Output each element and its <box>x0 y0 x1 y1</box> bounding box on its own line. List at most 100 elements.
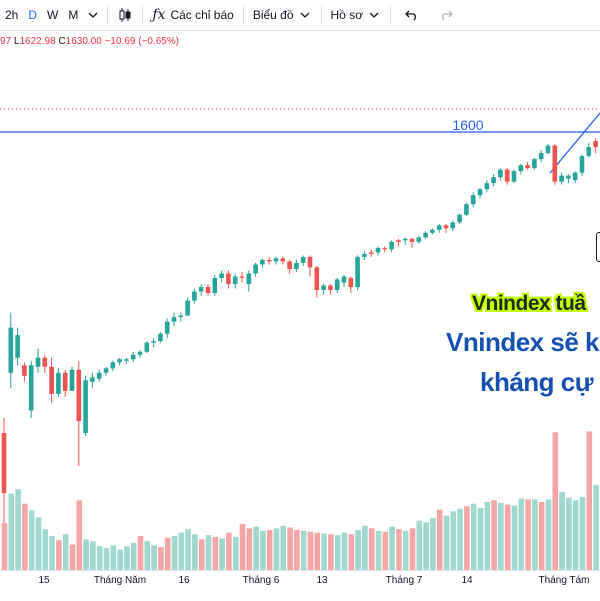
ohlc-change: −10.69 (−0.65%) <box>104 36 180 47</box>
volume-bar <box>232 536 239 570</box>
volume-bar <box>178 532 185 570</box>
candle <box>491 174 496 187</box>
volume-bar <box>314 532 321 570</box>
volume-bar <box>484 502 491 570</box>
time-axis[interactable]: 15 Tháng Năm 16 Tháng 6 13 Tháng 7 14 Th… <box>0 570 600 601</box>
annotation-line-3: kháng cự t <box>480 367 600 397</box>
candle <box>328 284 333 295</box>
interval-w[interactable]: W <box>47 8 59 22</box>
interval-dropdown[interactable] <box>83 0 103 30</box>
volume-bar <box>300 530 307 570</box>
volume-bar <box>382 531 389 570</box>
resistance-label: 1600 <box>452 117 483 133</box>
volume-bar <box>253 526 259 570</box>
volume-bar <box>96 546 103 570</box>
volume-bar <box>212 536 219 570</box>
ohlc-legend: 97 L1622.98 C1630.00 −10.69 (−0.65%) <box>0 36 179 47</box>
candle <box>96 369 102 382</box>
candle <box>382 246 388 253</box>
trend-line[interactable] <box>549 112 600 174</box>
volume-bar <box>56 540 62 570</box>
price-chart[interactable]: 1600 <box>0 31 600 570</box>
volume-bar <box>15 489 21 570</box>
volume-bar <box>171 536 178 570</box>
volume-bar <box>430 518 436 570</box>
x-tick: 16 <box>178 575 190 586</box>
chart-type-button[interactable]: Biểu đồ <box>248 0 317 30</box>
volume-bar <box>504 504 511 570</box>
candle <box>266 256 272 265</box>
volume-bar <box>545 499 552 570</box>
candle <box>477 187 483 199</box>
candle <box>593 138 598 154</box>
chevron-down-icon <box>369 12 379 18</box>
x-tick: Tháng Năm <box>93 575 147 586</box>
candle <box>504 168 510 185</box>
volume-bar <box>110 545 117 570</box>
chart-style-button[interactable] <box>112 0 138 30</box>
candle <box>280 256 286 265</box>
candle <box>498 168 503 181</box>
volume-bar <box>103 547 110 570</box>
candle <box>226 270 231 289</box>
candle <box>538 150 544 163</box>
candle <box>246 270 252 292</box>
volume-bar <box>280 525 287 570</box>
drawing-handle[interactable] <box>596 232 600 262</box>
candle <box>552 144 558 185</box>
volume-bar <box>226 532 232 570</box>
candle <box>192 288 197 304</box>
profile-button[interactable]: Hồ sơ <box>326 0 387 30</box>
candle <box>42 354 48 373</box>
volume-bar <box>22 503 28 570</box>
interval-m[interactable]: M <box>68 8 79 22</box>
candle <box>518 163 524 175</box>
candle <box>572 171 578 184</box>
volume-bar <box>464 506 470 570</box>
candle <box>253 262 258 277</box>
volume-bar <box>572 500 579 570</box>
volume-bar <box>586 431 593 570</box>
indicators-button[interactable]: ƒx Các chỉ báo <box>147 0 238 30</box>
volume-bar <box>198 539 205 570</box>
x-tick: Tháng 7 <box>385 575 423 586</box>
chart-type-label: Biểu đồ <box>252 8 294 22</box>
volume-bar <box>498 502 504 570</box>
volume-bar <box>389 526 395 570</box>
volume-bar <box>124 546 130 570</box>
candle <box>484 180 490 193</box>
candle <box>457 213 462 224</box>
volume-bar <box>566 497 572 570</box>
x-tick: 15 <box>38 575 50 586</box>
interval-2h[interactable]: 2h <box>5 8 19 22</box>
profile-label: Hồ sơ <box>330 8 364 22</box>
indicators-label: Các chỉ báo <box>170 8 234 22</box>
undo-icon <box>405 10 417 21</box>
candle <box>566 174 571 184</box>
candle <box>260 258 265 268</box>
undo-button[interactable] <box>395 0 429 30</box>
divider <box>107 6 109 24</box>
volume-bar <box>450 511 457 570</box>
redo-button[interactable] <box>429 0 463 30</box>
volume-bar <box>375 530 382 570</box>
volume-bar <box>69 544 76 570</box>
volume-bar <box>525 499 531 570</box>
candle <box>355 255 360 291</box>
x-tick: 14 <box>461 575 473 586</box>
volume-bar <box>348 534 355 570</box>
candle <box>368 249 374 257</box>
candle <box>130 351 136 363</box>
interval-d[interactable]: D <box>28 8 38 22</box>
volume-bar <box>538 502 545 570</box>
volume-bar <box>76 500 83 570</box>
candle <box>137 350 143 358</box>
volume-bar <box>491 500 497 570</box>
volume-bar <box>294 530 300 570</box>
volume-bar <box>35 517 42 570</box>
x-tick: Tháng Tám <box>538 575 590 586</box>
candle <box>314 265 320 298</box>
volume-bar <box>130 542 137 570</box>
candle <box>436 223 442 233</box>
candle <box>586 142 592 158</box>
